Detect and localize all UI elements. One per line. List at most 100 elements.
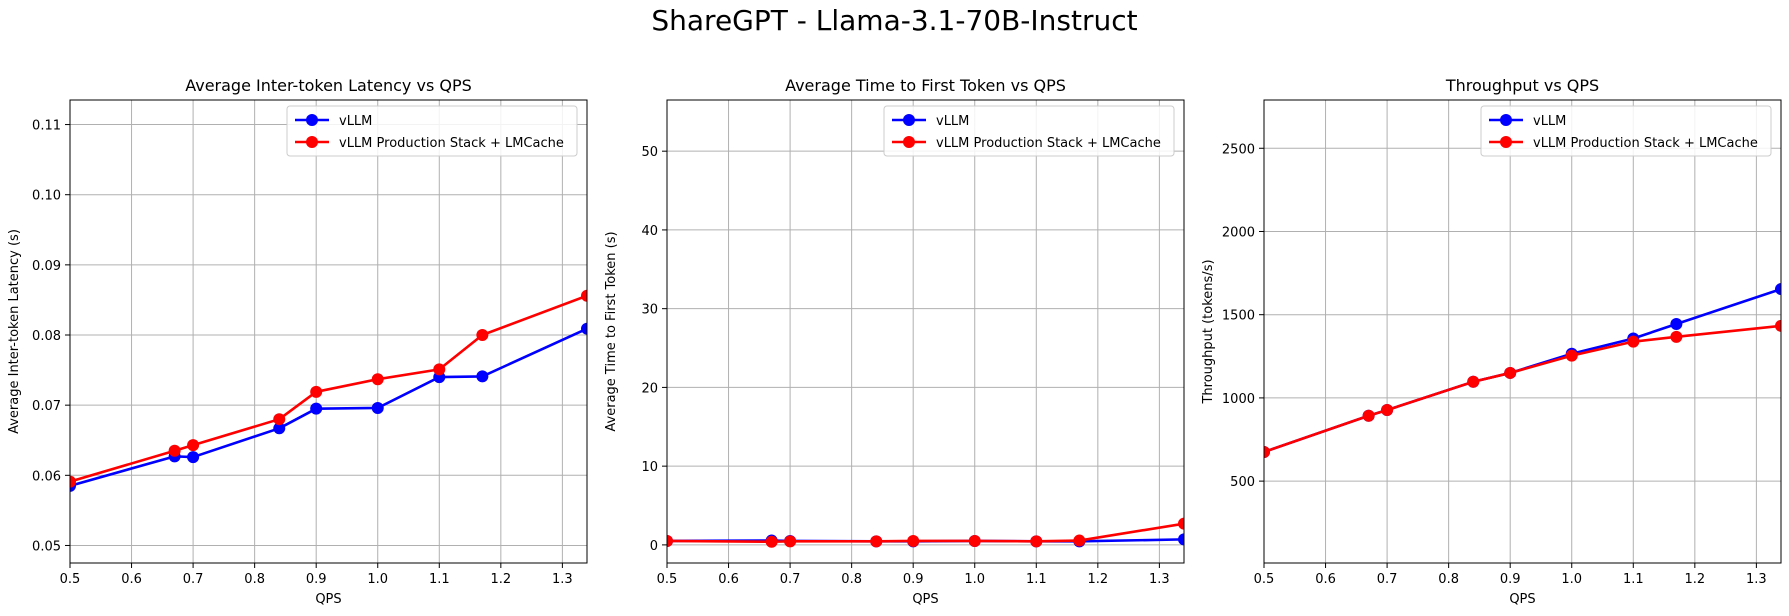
x-tick-label: 1.1 xyxy=(429,572,450,587)
x-tick-label: 0.8 xyxy=(841,572,862,587)
data-point xyxy=(1264,445,1270,458)
x-axis-label: QPS xyxy=(912,592,938,607)
y-axis-label: Average Inter-token Latency (s) xyxy=(7,229,22,434)
data-point xyxy=(476,329,489,342)
chart-panel-2: 0.5 0.6 0.7 0.8 0.9 1.0 1.1 1.2 1.3 0 10 20 30 40 50 Av… xyxy=(604,76,1185,607)
data-point xyxy=(168,444,181,457)
figure-title: ShareGPT - Llama-3.1-70B-Instruct xyxy=(651,4,1138,37)
data-point xyxy=(968,534,981,547)
y-tick-label: 20 xyxy=(641,381,658,396)
data-point xyxy=(1670,318,1683,331)
chart-title: Average Time to First Token vs QPS xyxy=(785,76,1066,95)
data-point xyxy=(581,322,587,335)
x-tick-label: 0.7 xyxy=(1377,572,1398,587)
x-tick-label: 0.6 xyxy=(718,572,739,587)
data-point xyxy=(581,289,587,302)
data-point xyxy=(371,373,384,386)
x-tick-label: 1.3 xyxy=(552,572,573,587)
legend: vLLM vLLM Production Stack + LMCache xyxy=(286,105,578,157)
y-tick-label: 0.10 xyxy=(32,189,61,204)
data-point xyxy=(187,451,200,464)
x-tick-label: 0.9 xyxy=(1500,572,1521,587)
x-tick-label: 1.2 xyxy=(1684,572,1705,587)
data-point xyxy=(1030,535,1043,548)
data-point xyxy=(273,422,286,435)
x-tick-label: 1.2 xyxy=(490,572,511,587)
data-point xyxy=(433,363,446,376)
x-tick-label: 0.9 xyxy=(903,572,924,587)
series-line xyxy=(70,294,587,483)
legend-label: vLLM Production Stack + LMCache xyxy=(1533,136,1758,151)
x-tick-label: 0.6 xyxy=(121,572,142,587)
y-tick-label: 0.08 xyxy=(32,329,61,344)
y-tick-label: 2500 xyxy=(1222,142,1255,157)
y-tick-label: 40 xyxy=(641,224,658,239)
legend-marker xyxy=(1500,136,1512,148)
x-tick-label: 0.9 xyxy=(306,572,327,587)
y-tick-label: 0 xyxy=(650,539,658,554)
legend-label: vLLM xyxy=(339,114,372,129)
y-axis-label: Throughput (tokens/s) xyxy=(1201,259,1216,404)
chart-panel-3: 0.5 0.6 0.7 0.8 0.9 1.0 1.1 1.2 1.3 500 1000 1500 20… xyxy=(1201,76,1782,607)
axes-frame xyxy=(666,99,1185,564)
x-tick-label: 1.1 xyxy=(1026,572,1047,587)
data-point xyxy=(784,535,797,548)
legend-box xyxy=(286,105,578,157)
legend-label: vLLM xyxy=(936,114,969,129)
x-tick-label: 1.2 xyxy=(1087,572,1108,587)
series-production-stack xyxy=(1264,319,1781,458)
data-point xyxy=(1775,283,1781,296)
chart-title: Average Inter-token Latency vs QPS xyxy=(185,76,472,95)
data-point xyxy=(70,475,76,488)
legend-marker xyxy=(306,114,318,126)
axes-frame xyxy=(69,99,588,564)
y-tick-label: 0.11 xyxy=(32,119,61,134)
y-tick-label: 0.07 xyxy=(32,399,61,414)
x-tick-label: 0.7 xyxy=(780,572,801,587)
data-point xyxy=(1178,533,1184,546)
legend-marker xyxy=(903,136,915,148)
x-tick-label: 1.3 xyxy=(1149,572,1170,587)
y-tick-label: 10 xyxy=(641,460,658,475)
y-tick-label: 1000 xyxy=(1222,392,1255,407)
y-tick-label: 30 xyxy=(641,303,658,318)
data-point xyxy=(476,370,489,383)
legend: vLLM vLLM Production Stack + LMCache xyxy=(883,105,1175,157)
x-tick-label: 0.5 xyxy=(60,572,81,587)
axes-frame xyxy=(1263,99,1782,564)
data-point xyxy=(1178,517,1184,530)
x-axis-label: QPS xyxy=(1509,592,1535,607)
x-tick-label: 1.0 xyxy=(964,572,985,587)
legend-label: vLLM xyxy=(1533,114,1566,129)
x-tick-label: 1.3 xyxy=(1746,572,1767,587)
x-tick-label: 0.6 xyxy=(1315,572,1336,587)
data-point xyxy=(1381,404,1394,417)
y-axis-label: Average Time to First Token (s) xyxy=(604,231,619,431)
x-tick-label: 1.0 xyxy=(367,572,388,587)
legend-label: vLLM Production Stack + LMCache xyxy=(936,136,1161,151)
series-line xyxy=(667,522,1184,544)
series-line xyxy=(1264,324,1781,454)
data-point xyxy=(371,401,384,414)
x-tick-label: 0.5 xyxy=(1254,572,1275,587)
data-point xyxy=(187,439,200,452)
legend-label: vLLM Production Stack + LMCache xyxy=(339,136,564,151)
x-tick-label: 0.8 xyxy=(1438,572,1459,587)
data-point xyxy=(310,402,323,415)
series-production-stack xyxy=(667,517,1184,548)
x-tick-label: 0.5 xyxy=(657,572,678,587)
x-tick-label: 0.8 xyxy=(244,572,265,587)
legend-marker xyxy=(1500,114,1512,126)
series-production-stack xyxy=(70,289,587,488)
data-point xyxy=(870,535,883,548)
y-tick-label: 0.06 xyxy=(32,469,61,484)
chart-title: Throughput vs QPS xyxy=(1445,76,1599,95)
data-point xyxy=(1670,330,1683,343)
y-tick-label: 1500 xyxy=(1222,309,1255,324)
legend-marker xyxy=(306,136,318,148)
y-tick-label: 2000 xyxy=(1222,225,1255,240)
data-point xyxy=(1504,366,1517,379)
data-point xyxy=(1467,375,1480,388)
